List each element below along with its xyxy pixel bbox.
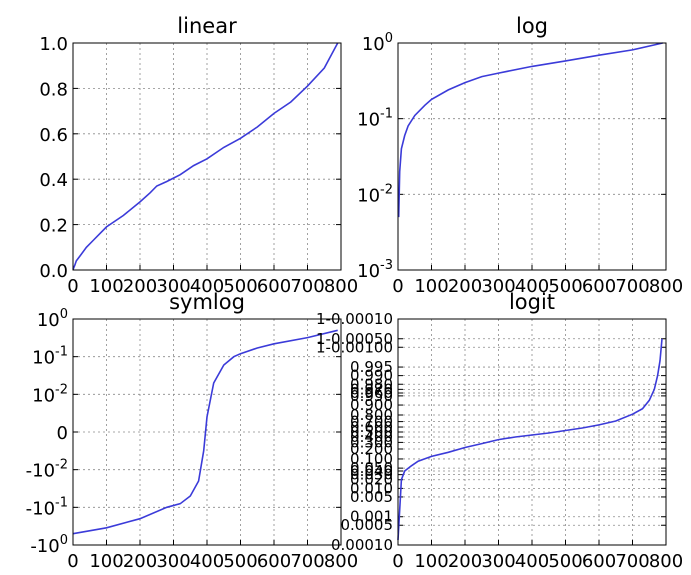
x-tick-label: 400 [515,276,549,297]
x-tick-label: 200 [123,276,157,297]
x-tick-label: 800 [324,551,358,572]
y-tick-label: 0.6 [39,125,68,146]
subplot-title: symlog [169,290,245,314]
x-tick-label: 0 [67,276,78,297]
x-tick-label: 0 [392,276,403,297]
y-tick-label: 1.0 [39,34,68,55]
y-tick-label: 0.980 [350,375,393,393]
y-tick-label: 0.8 [39,79,68,100]
series-line [397,338,663,541]
x-tick-label: 0 [67,551,78,572]
x-tick-label: 300 [156,551,190,572]
y-tick-label: 0.040 [350,462,393,480]
x-tick-label: 600 [582,551,616,572]
y-tick-label: 10-2 [357,182,393,206]
y-tick-label: 0.0005 [341,516,394,534]
plot-area [72,42,342,271]
y-tick-label: 0 [57,423,68,444]
y-tick-label: 1-0.00010 [316,310,393,328]
y-tick-label: 0.020 [350,471,393,489]
y-tick-label: 0.950 [350,387,393,405]
y-tick-label: 10-1 [357,107,393,131]
x-tick-label: 800 [649,276,683,297]
x-tick-label: 400 [515,551,549,572]
x-tick-label: 400 [190,276,224,297]
y-tick-label: 10-2 [32,382,68,406]
y-tick-label: 0.700 [350,413,393,431]
y-tick-label: 0.800 [350,406,393,424]
y-tick-label: 0.001 [350,508,393,526]
y-tick-label: 0.995 [350,358,393,376]
plot-area [397,42,667,271]
x-tick-label: 500 [548,551,582,572]
x-tick-label: 0 [392,551,403,572]
series-line [72,329,338,535]
x-tick-label: 300 [156,276,190,297]
subplot-title: logit [509,290,555,314]
subplot-title: linear [177,14,237,38]
y-tick-label: 0.400 [350,428,393,446]
y-tick-label: 0.4 [39,170,68,191]
series-line [397,42,663,218]
y-tick-label: 100 [362,31,393,55]
y-tick-label: 0.100 [350,450,393,468]
x-tick-label: 100 [414,276,448,297]
plot-area [397,318,667,546]
x-tick-label: 200 [123,551,157,572]
x-tick-label: 300 [481,551,515,572]
x-tick-label: 500 [548,276,582,297]
x-tick-label: 700 [290,276,324,297]
x-tick-label: 100 [89,276,123,297]
y-tick-label: 0.300 [350,433,393,451]
y-tick-label: 0.200 [350,440,393,458]
x-tick-label: 200 [448,551,482,572]
y-tick-label: 0.010 [350,479,393,497]
y-tick-label: -100 [30,533,68,557]
series-line [72,42,339,270]
y-tick-label: 0.960 [350,384,393,402]
y-tick-label: 0.050 [350,459,393,477]
y-tick-label: 1-0.00050 [316,330,393,348]
x-tick-label: 100 [414,551,448,572]
y-tick-label: 100 [37,307,68,331]
y-tick-label: 0.970 [350,380,393,398]
x-tick-label: 700 [290,551,324,572]
plot-area [72,318,342,546]
x-tick-label: 500 [223,551,257,572]
y-tick-label: 0.0 [39,261,68,282]
y-tick-label: 0.030 [350,466,393,484]
x-tick-label: 800 [324,276,358,297]
x-tick-label: 600 [257,551,291,572]
x-tick-label: 600 [582,276,616,297]
x-tick-label: 300 [481,276,515,297]
x-tick-label: 700 [615,276,649,297]
x-tick-label: 500 [223,276,257,297]
y-tick-label: 0.005 [350,488,393,506]
y-tick-label: 10-3 [357,258,393,282]
subplot-title: log [516,14,548,38]
subplot-linear: linear 0 100 200 300 400 500 600 700 800 0.0 0.2 0.4… [39,14,358,297]
y-tick-label: 0.900 [350,396,393,414]
y-tick-label: 0.500 [350,423,393,441]
x-tick-label: 600 [257,276,291,297]
y-tick-label: 10-1 [32,345,68,369]
y-tick-label: -10-2 [26,458,68,482]
y-tick-label: 0.990 [350,367,393,385]
y-tick-label: 0.2 [39,216,68,237]
x-tick-label: 200 [448,276,482,297]
y-tick-label: 0.00010 [331,536,393,554]
y-tick-label: 1-0.00100 [316,338,393,356]
x-tick-label: 700 [615,551,649,572]
x-tick-label: 400 [190,551,224,572]
x-tick-label: 100 [89,551,123,572]
y-tick-label: 0.600 [350,418,393,436]
y-tick-label: -10-1 [26,495,68,519]
x-tick-label: 800 [649,551,683,572]
